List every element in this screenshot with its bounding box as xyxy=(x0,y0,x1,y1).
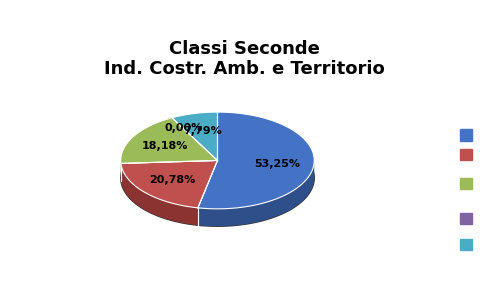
Polygon shape xyxy=(120,129,313,226)
PathPatch shape xyxy=(120,160,217,208)
Text: 20,78%: 20,78% xyxy=(149,175,195,185)
Text: 0,00%: 0,00% xyxy=(164,123,202,134)
Text: Classi Seconde
Ind. Costr. Amb. e Territorio: Classi Seconde Ind. Costr. Amb. e Territ… xyxy=(104,40,384,78)
Legend: Promossi, Sospesi, Non
Promossi, Non
Scrutinabili, Assenti: Promossi, Sospesi, Non Promossi, Non Scr… xyxy=(454,124,480,257)
PathPatch shape xyxy=(197,161,313,226)
PathPatch shape xyxy=(120,118,217,163)
PathPatch shape xyxy=(172,112,217,160)
PathPatch shape xyxy=(197,112,313,209)
Text: 18,18%: 18,18% xyxy=(142,141,188,151)
Text: 53,25%: 53,25% xyxy=(253,158,300,168)
PathPatch shape xyxy=(120,163,197,225)
Text: 7,79%: 7,79% xyxy=(183,126,222,136)
